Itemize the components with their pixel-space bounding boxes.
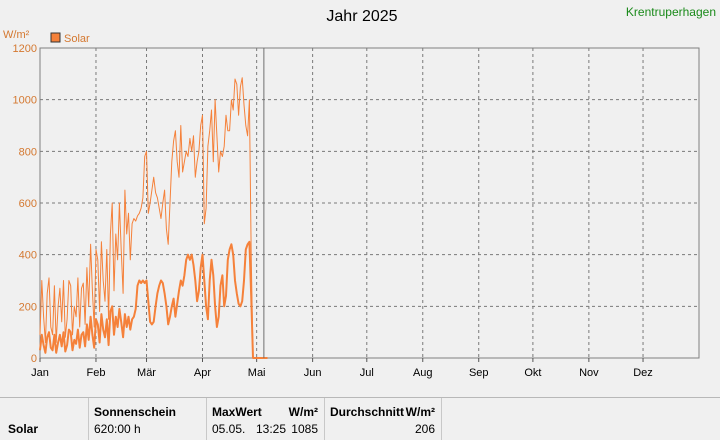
legend-swatch-solar (50, 32, 61, 43)
y-tick-label: 400 (19, 250, 37, 262)
y-axis-label: W/m² (3, 29, 30, 41)
station-name: Krentruperhagen (626, 5, 716, 19)
x-tick-label-5: Mai (248, 367, 266, 379)
x-tick-label-4: Apr (194, 367, 211, 379)
chart-title: Jahr 2025 (326, 8, 397, 25)
x-tick-label-8: Aug (413, 367, 433, 379)
y-tick-label: 600 (19, 198, 37, 210)
y-tick-label: 1200 (13, 43, 37, 55)
average-value: 206 (414, 422, 435, 436)
average-unit-header: W/m² (405, 405, 435, 419)
stats-row-label: Solar (8, 422, 39, 436)
series-line-solar-avg (39, 240, 268, 359)
maxvalue-header: MaxWert (212, 405, 262, 419)
y-tick-label: 0 (31, 353, 37, 365)
x-tick-label-9: Sep (469, 367, 489, 379)
average-header: Durchschnitt (330, 405, 405, 419)
y-tick-label: 200 (19, 301, 37, 313)
x-tick-label-7: Jul (360, 367, 374, 379)
maxvalue-unit-header: W/m² (288, 405, 318, 419)
maxvalue-cell: MaxWert W/m² 05.05. 13:25 1085 (207, 398, 324, 440)
maxvalue-date: 05.05. (212, 422, 246, 436)
average-cell: Durchschnitt W/m² 206 (325, 398, 441, 440)
x-tick-label-6: Jun (304, 367, 322, 379)
x-tick-label-11: Nov (579, 367, 599, 379)
sunshine-value: 620:00 h (94, 422, 141, 436)
x-tick-label-3: Mär (137, 367, 156, 379)
maxvalue-time: 13:25 (256, 422, 287, 436)
x-tick-label-2: Feb (86, 367, 105, 379)
x-tick-label-1: Jan (31, 367, 49, 379)
x-tick-label-10: Okt (524, 367, 541, 379)
sunshine-cell: Sonnenschein 620:00 h (89, 398, 206, 440)
y-tick-label: 1000 (13, 95, 37, 107)
maxvalue-value: 1085 (291, 422, 318, 436)
sunshine-header: Sonnenschein (94, 405, 177, 419)
stats-table: Solar Sonnenschein 620:00 h MaxWert W/m²… (0, 397, 720, 440)
y-tick-label: 800 (19, 146, 37, 158)
series-line-solar-max (39, 77, 268, 359)
legend-entry-solar: Solar (64, 33, 90, 45)
solar-year-chart: Jahr 2025 Krentruperhagen W/m² Solar 0 20… (3, 5, 716, 379)
x-tick-label-12: Dez (633, 367, 653, 379)
stats-row-label-cell: Solar (0, 398, 88, 440)
